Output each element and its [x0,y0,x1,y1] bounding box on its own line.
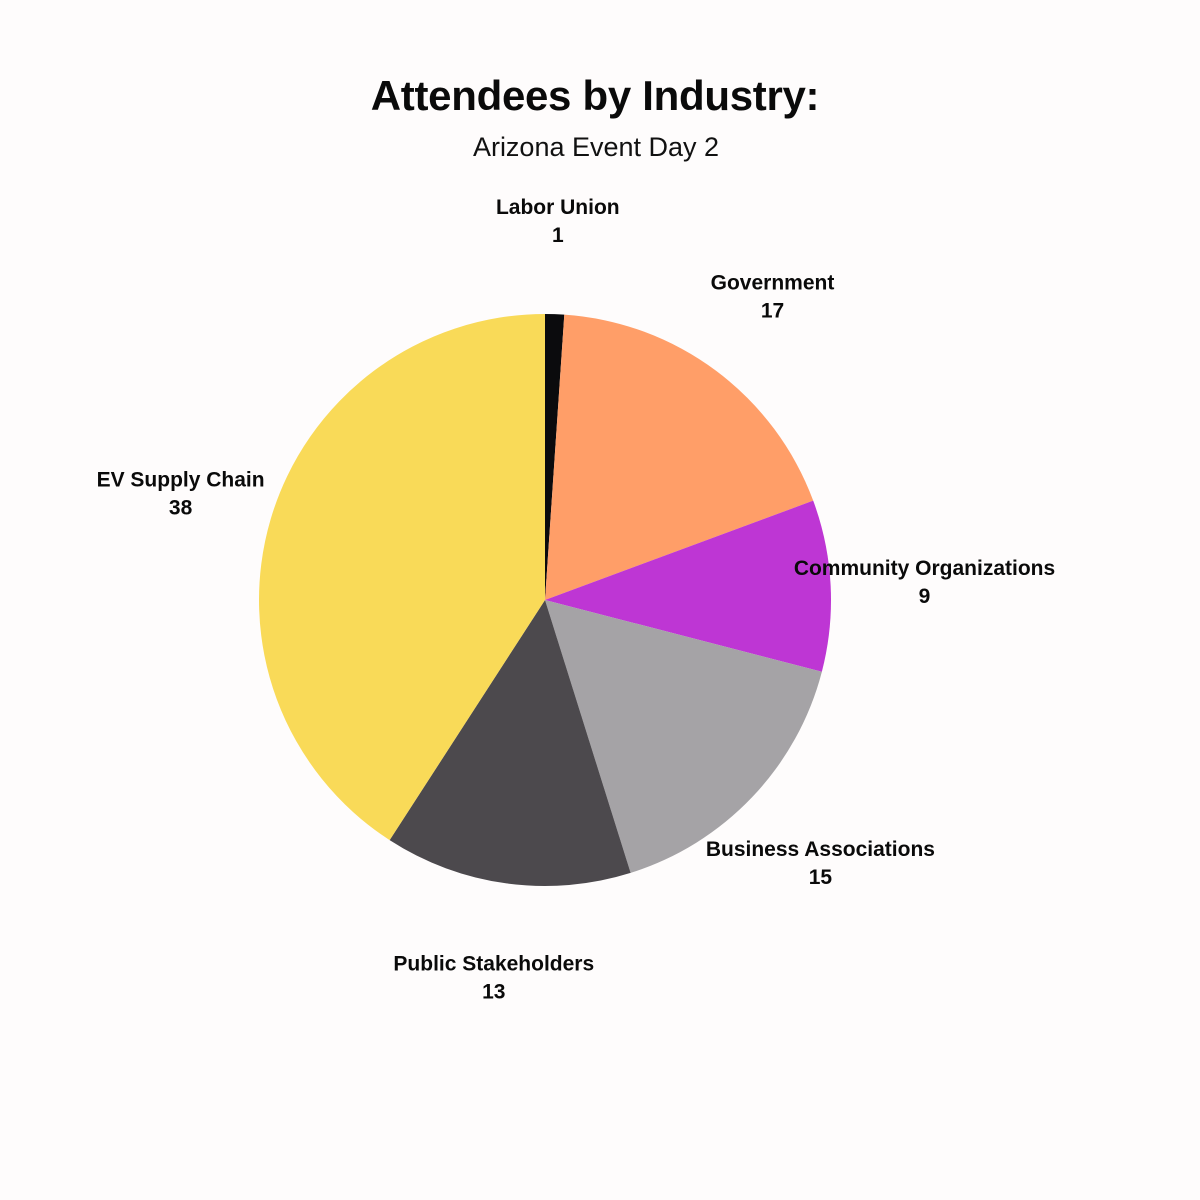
data-label-category: Public Stakeholders [393,953,594,976]
data-label-community-organizations: Community Organizations 9 [794,557,1055,608]
data-label-business-associations: Business Associations 15 [706,838,935,889]
pie-slices [259,313,832,886]
data-label-value: 1 [552,224,564,247]
data-label-public-stakeholders: Public Stakeholders 13 [393,953,594,1004]
pie-slice-ev-supply-chain [259,314,545,841]
data-label-government: Government 17 [711,272,835,323]
chart-subtitle: Arizona Event Day 2 [472,132,720,162]
data-label-value: 9 [919,585,931,608]
pie-slice-labor-union [545,313,565,600]
chart-title: Attendees by Industry: [370,72,820,119]
data-label-value: 13 [482,981,505,1004]
data-label-value: 38 [169,496,193,519]
pie-slice-business-associations [545,600,822,873]
pie-slice-government [545,314,814,600]
pie-labels: Labor Union 1 Government 17 Community Organi… [97,196,1056,1003]
data-label-ev-supply-chain: EV Supply Chain 38 [97,468,265,519]
pie-slice-public-stakeholders [389,600,631,886]
data-label-category: Community Organizations [794,557,1055,580]
pie-slice-community-organizations [545,500,832,672]
data-label-category: Government [711,272,835,295]
data-label-category: Business Associations [706,838,935,861]
data-label-category: Labor Union [496,196,620,219]
data-label-value: 17 [761,300,784,323]
data-label-value: 15 [809,866,833,889]
data-label-category: EV Supply Chain [97,468,265,491]
data-label-labor-union: Labor Union 1 [496,196,620,247]
